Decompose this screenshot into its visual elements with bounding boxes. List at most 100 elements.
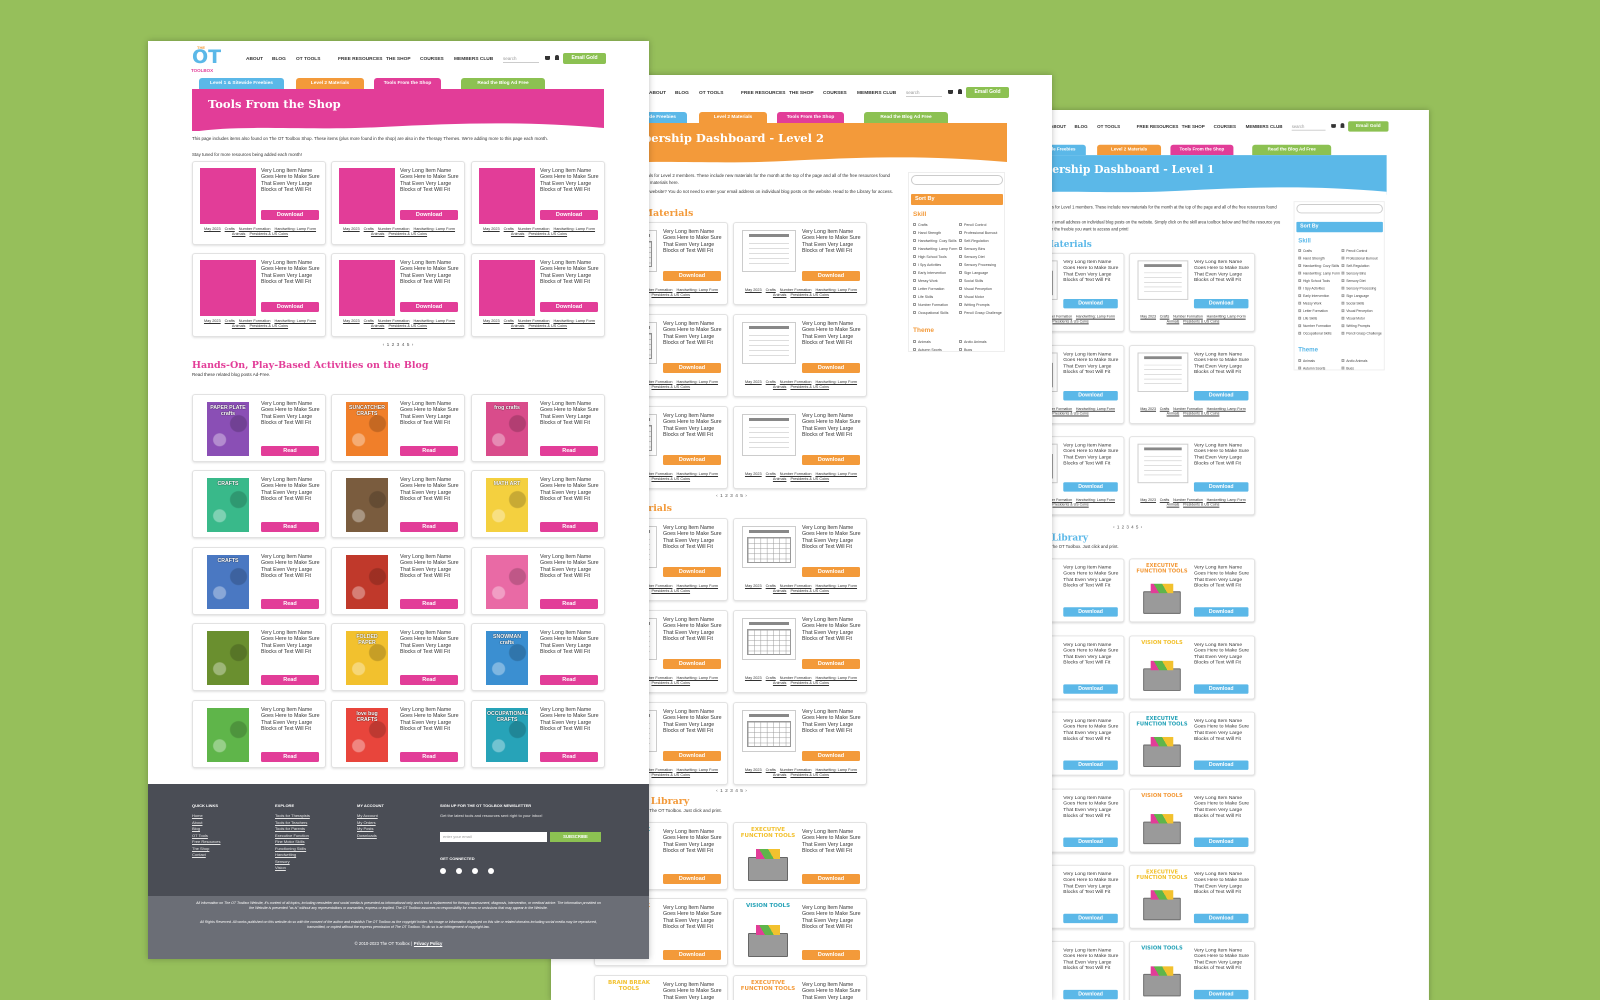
card-button[interactable]: Read <box>400 599 458 609</box>
checkbox[interactable] <box>1341 286 1345 290</box>
card-button[interactable]: Download <box>1063 837 1118 847</box>
card-button[interactable]: Download <box>802 751 860 761</box>
nav-link[interactable]: COURSES <box>1213 125 1236 130</box>
card-tag[interactable]: Animals <box>772 385 787 389</box>
checkbox[interactable] <box>1341 279 1345 283</box>
card-button[interactable]: Read <box>540 752 598 762</box>
card-tag[interactable]: Handwriting: Lamp Form <box>676 288 719 292</box>
card-button[interactable]: Download <box>663 271 721 281</box>
card-tag[interactable]: Crafts <box>503 319 514 323</box>
card-tag[interactable]: Crafts <box>363 319 374 323</box>
page-link[interactable]: 1 <box>720 494 723 499</box>
card-button[interactable]: Download <box>1193 482 1249 492</box>
card-tag[interactable]: Presidents & US Coins <box>790 385 830 389</box>
card-button[interactable]: Read <box>540 599 598 609</box>
card-tag[interactable]: Number Formation <box>779 288 812 292</box>
nav-link[interactable]: MEMBERS CLUB <box>857 91 897 96</box>
card-button[interactable]: Download <box>1193 298 1249 309</box>
card-tag[interactable]: Number Formation <box>238 319 271 323</box>
checkbox[interactable] <box>1298 359 1302 362</box>
checkbox[interactable] <box>1298 271 1302 275</box>
page-link[interactable]: 3 <box>730 494 733 499</box>
page-link[interactable]: 1 <box>720 789 723 794</box>
card-tag[interactable]: May 2023 <box>744 288 762 292</box>
nav-link[interactable]: ABOUT <box>1050 125 1067 130</box>
tab[interactable]: Tools From the Shop <box>374 78 441 89</box>
card-tag[interactable]: May 2023 <box>744 472 762 476</box>
card-tag[interactable]: Animals <box>510 232 525 236</box>
card-button[interactable]: Download <box>663 950 721 960</box>
card-tag[interactable]: Number Formation <box>640 472 673 476</box>
card-tag[interactable]: Crafts <box>503 227 514 231</box>
footer-link[interactable]: My Posts <box>357 826 374 831</box>
page-link[interactable]: › <box>1140 525 1143 531</box>
card-button[interactable]: Download <box>1063 684 1118 694</box>
checkbox[interactable] <box>1298 256 1302 260</box>
card-button[interactable]: Download <box>1193 837 1249 847</box>
footer-link[interactable]: Tools for Parents <box>275 826 306 831</box>
footer-link[interactable]: Executive Function <box>275 832 309 838</box>
card-tag[interactable]: Number Formation <box>640 584 673 588</box>
card-tag[interactable]: May 2023 <box>744 380 762 384</box>
nav-link[interactable]: FREE RESOURCES <box>741 91 786 96</box>
card-button[interactable]: Read <box>400 675 458 685</box>
card-button[interactable]: Download <box>400 210 458 220</box>
card-tag[interactable]: Handwriting: Lamp Form <box>274 319 317 323</box>
tab[interactable]: Level 2 Materials <box>699 112 767 123</box>
checkbox[interactable] <box>959 279 962 282</box>
card-button[interactable]: Download <box>663 455 721 465</box>
card-tag[interactable]: Number Formation <box>517 227 550 231</box>
card-tag[interactable]: Presidents & US Coins <box>651 293 691 297</box>
checkbox[interactable] <box>1298 279 1302 283</box>
card-tag[interactable]: Number Formation <box>1042 314 1073 319</box>
card-button[interactable]: Download <box>802 874 860 884</box>
social-icon[interactable] <box>472 868 478 874</box>
card-button[interactable]: Download <box>540 210 598 220</box>
checkbox[interactable] <box>1298 301 1302 305</box>
nav-link[interactable]: THE SHOP <box>386 57 411 62</box>
card-button[interactable]: Read <box>261 522 319 532</box>
checkbox[interactable] <box>913 255 916 258</box>
card-tag[interactable]: Handwriting: Lamp Form <box>1206 498 1246 502</box>
nav-link[interactable]: THE SHOP <box>1181 125 1205 130</box>
card-tag[interactable]: May 2023 <box>744 768 762 772</box>
card-tag[interactable]: Handwriting: Lamp Form <box>413 227 456 231</box>
page-link[interactable]: › <box>745 789 747 794</box>
footer-link[interactable]: Downloads <box>357 832 377 838</box>
checkbox[interactable] <box>959 231 962 234</box>
card-button[interactable]: Read <box>540 675 598 685</box>
nav-link[interactable]: THE SHOP <box>789 91 814 96</box>
card-tag[interactable]: Number Formation <box>640 380 673 384</box>
cart-icon[interactable] <box>948 90 953 94</box>
checkbox[interactable] <box>959 223 962 226</box>
checkbox[interactable] <box>959 303 962 306</box>
tab[interactable]: Level 1 & Sitewide Freebies <box>199 78 284 89</box>
card-tag[interactable]: Presidents & US Coins <box>651 681 691 685</box>
checkbox[interactable] <box>913 295 916 298</box>
checkbox[interactable] <box>1298 294 1302 298</box>
footer-link[interactable]: Contact <box>192 852 206 857</box>
nav-link[interactable]: BLOG <box>272 57 286 62</box>
card-tag[interactable]: Presidents & US Coins <box>1183 502 1220 507</box>
card-tag[interactable]: Animals <box>772 477 787 481</box>
checkbox[interactable] <box>913 223 916 226</box>
footer-link[interactable]: My Account <box>357 813 378 818</box>
card-tag[interactable]: May 2023 <box>1140 314 1157 319</box>
privacy-link[interactable]: Privacy Policy <box>413 941 443 946</box>
checkbox[interactable] <box>1341 331 1345 335</box>
nav-link[interactable]: OT TOOLS <box>296 57 321 62</box>
card-tag[interactable]: Crafts <box>1159 498 1170 502</box>
footer-link[interactable]: Handwriting <box>275 852 297 857</box>
checkbox[interactable] <box>1341 324 1345 328</box>
nav-link[interactable]: OT TOOLS <box>1097 125 1121 130</box>
subscribe-button[interactable]: SUBSCRIBE <box>550 832 601 842</box>
card-tag[interactable]: Animals <box>1166 319 1180 324</box>
checkbox[interactable] <box>1341 256 1345 260</box>
card-tag[interactable]: Number Formation <box>517 319 550 323</box>
cart-icon[interactable] <box>1331 124 1336 128</box>
card-tag[interactable]: Animals <box>772 681 787 685</box>
card-button[interactable]: Download <box>663 659 721 669</box>
card-tag[interactable]: Crafts <box>765 676 776 680</box>
card-tag[interactable]: Crafts <box>363 227 374 231</box>
card-button[interactable]: Download <box>1193 989 1249 1000</box>
